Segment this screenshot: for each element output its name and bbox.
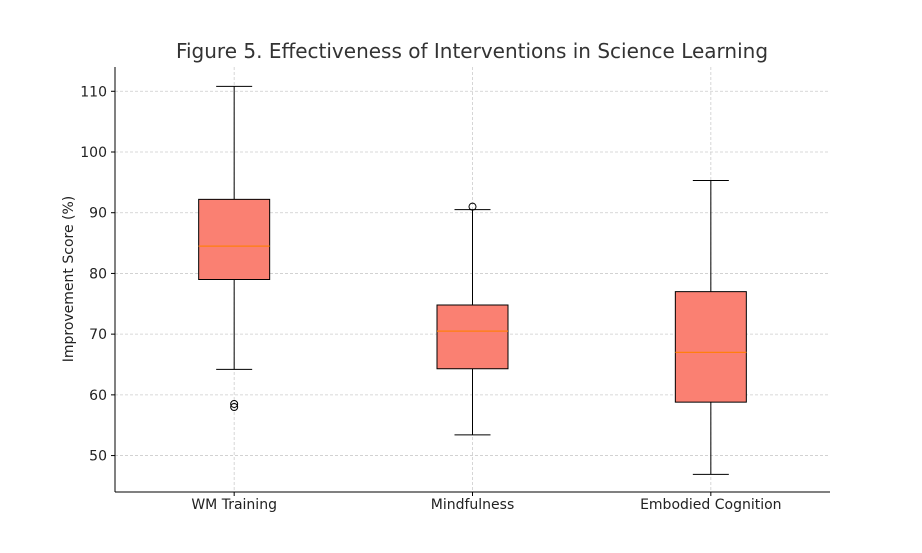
x-tick-label: WM Training xyxy=(191,497,277,513)
chart-title: Figure 5. Effectiveness of Interventions… xyxy=(176,39,768,63)
x-tick-label: Embodied Cognition xyxy=(640,497,781,513)
y-tick-label: 110 xyxy=(80,84,107,100)
iqr-box xyxy=(436,304,509,370)
y-tick-label: 70 xyxy=(89,327,107,343)
iqr-box xyxy=(674,291,747,403)
box-group xyxy=(674,180,747,475)
box-group xyxy=(198,85,271,411)
box-group xyxy=(436,202,509,436)
y-tick-label: 100 xyxy=(80,145,107,161)
iqr-box xyxy=(198,198,271,281)
y-tick-label: 50 xyxy=(89,449,107,465)
outlier-point xyxy=(230,403,239,411)
y-axis-label: Improvement Score (%) xyxy=(61,196,77,363)
y-tick-label: 80 xyxy=(89,266,107,282)
axes: 50 60 70 80 90 100 110 WM Training Mindfulness Em… xyxy=(80,67,830,513)
outlier-point xyxy=(230,399,239,408)
y-tick-label: 60 xyxy=(89,388,107,404)
outlier-point xyxy=(468,202,477,211)
data-layer xyxy=(198,85,747,475)
x-tick-label: Mindfulness xyxy=(431,497,515,513)
y-tick-label: 90 xyxy=(89,206,107,222)
